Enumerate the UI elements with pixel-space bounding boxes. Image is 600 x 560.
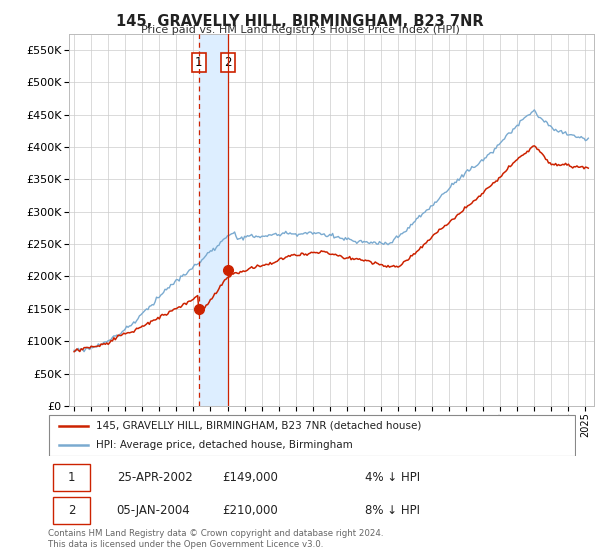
Text: £149,000: £149,000: [222, 471, 278, 484]
Text: 145, GRAVELLY HILL, BIRMINGHAM, B23 7NR: 145, GRAVELLY HILL, BIRMINGHAM, B23 7NR: [116, 14, 484, 29]
Text: 1: 1: [195, 56, 203, 69]
FancyBboxPatch shape: [53, 464, 90, 491]
Text: HPI: Average price, detached house, Birmingham: HPI: Average price, detached house, Birm…: [95, 440, 352, 450]
FancyBboxPatch shape: [49, 416, 575, 456]
Text: Price paid vs. HM Land Registry's House Price Index (HPI): Price paid vs. HM Land Registry's House …: [140, 25, 460, 35]
FancyBboxPatch shape: [53, 497, 90, 525]
Text: 2: 2: [224, 56, 232, 69]
Text: 1: 1: [68, 471, 76, 484]
Text: 25-APR-2002: 25-APR-2002: [116, 471, 193, 484]
Text: 145, GRAVELLY HILL, BIRMINGHAM, B23 7NR (detached house): 145, GRAVELLY HILL, BIRMINGHAM, B23 7NR …: [95, 421, 421, 431]
Text: Contains HM Land Registry data © Crown copyright and database right 2024.
This d: Contains HM Land Registry data © Crown c…: [48, 529, 383, 549]
Bar: [199, 34, 228, 406]
Text: £210,000: £210,000: [222, 505, 278, 517]
Text: 8% ↓ HPI: 8% ↓ HPI: [365, 505, 420, 517]
Text: 4% ↓ HPI: 4% ↓ HPI: [365, 471, 420, 484]
Text: 2: 2: [68, 505, 76, 517]
Text: 05-JAN-2004: 05-JAN-2004: [116, 505, 190, 517]
